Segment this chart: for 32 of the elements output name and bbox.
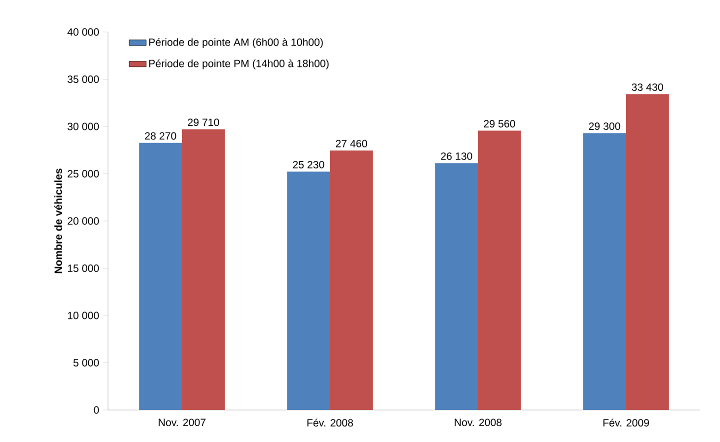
bar (139, 142, 182, 410)
y-axis-title: Nombre de véhicules (54, 168, 62, 274)
x-tick-label: Nov. 2007 (158, 418, 206, 426)
y-tick-label: 5 000 (73, 359, 99, 366)
bar (435, 163, 478, 410)
data-label: 27 460 (336, 140, 368, 148)
bar (626, 94, 669, 410)
bar (478, 130, 521, 410)
y-tick-label: 30 000 (68, 122, 99, 130)
x-tick-label: Fév. 2009 (603, 418, 649, 427)
bar (182, 129, 225, 410)
y-tick-label: 0 (94, 406, 99, 414)
bar (287, 172, 330, 410)
data-label: 29 300 (589, 122, 620, 130)
data-label: 26 130 (441, 152, 472, 160)
y-tick-label: 40 000 (67, 28, 99, 36)
legend-label: Période de pointe AM (6h00 à 10h00) (149, 38, 323, 48)
legend-label: Période de pointe PM (14h00 à 18h00) (149, 59, 329, 70)
data-label: 29 560 (484, 120, 516, 128)
y-tick-label: 20 000 (68, 217, 99, 225)
data-label: 25 230 (293, 160, 324, 168)
bar (583, 133, 626, 410)
x-tick-label: Nov. 2008 (454, 418, 502, 426)
data-label: 28 270 (145, 132, 176, 140)
data-label: 29 710 (188, 118, 220, 126)
y-tick-label: 10 000 (68, 312, 99, 320)
y-tick-label: 15 000 (68, 264, 99, 272)
data-label: 33 430 (632, 83, 664, 91)
x-tick-label: Fév. 2008 (307, 418, 353, 427)
y-tick-label: 25 000 (68, 170, 99, 178)
y-tick-label: 35 000 (68, 76, 99, 83)
bar (330, 150, 373, 410)
